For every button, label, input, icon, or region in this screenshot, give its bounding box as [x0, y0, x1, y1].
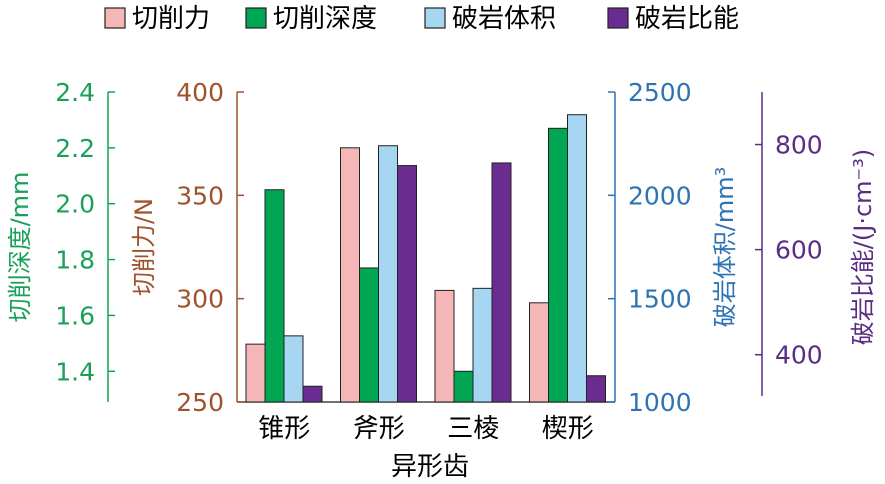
volume-tick-label: 2500 — [628, 78, 692, 107]
bar-force-2 — [434, 289, 455, 403]
volume-tick-label: 1500 — [628, 285, 692, 314]
bar-energy-0 — [302, 385, 323, 403]
force-axis-title: 切削力/N — [130, 198, 158, 296]
volume-axis-title: 破岩体积/mm³ — [711, 167, 739, 327]
legend: 切削力 切削深度 破岩体积 破岩比能 — [104, 4, 739, 34]
bar-volume-3 — [567, 114, 587, 403]
volume-tick-label: 1000 — [628, 388, 692, 417]
volume-tick-label: 2000 — [628, 181, 692, 210]
legend-swatch-1 — [245, 7, 267, 29]
legend-label-2: 破岩体积 — [452, 4, 556, 34]
depth-tick-label: 2.4 — [55, 78, 95, 107]
energy-axis-title: 破岩比能/(J·cm⁻³) — [849, 149, 877, 345]
bar-force-0 — [245, 343, 266, 403]
bar-energy-1 — [397, 165, 417, 403]
energy-tick-label: 400 — [775, 341, 823, 370]
energy-tick-label: 800 — [775, 131, 823, 160]
legend-swatch-2 — [424, 7, 446, 29]
force-tick-label: 350 — [176, 181, 224, 210]
depth-tick-label: 2.0 — [55, 190, 95, 219]
legend-swatch-0 — [104, 7, 126, 29]
legend-label-0: 切削力 — [132, 4, 210, 34]
x-axis-label: 异形齿 — [391, 452, 469, 482]
bar-depth-0 — [264, 189, 285, 403]
bar-depth-3 — [548, 127, 568, 403]
legend-swatch-3 — [607, 7, 629, 29]
x-tick-label: 斧形 — [353, 414, 405, 444]
bar-depth-1 — [359, 267, 379, 403]
bar-energy-2 — [491, 162, 512, 403]
force-tick-label: 300 — [176, 285, 224, 314]
x-tick-label: 楔形 — [542, 414, 594, 444]
x-tick-label: 三棱 — [447, 414, 499, 444]
force-tick-label: 400 — [176, 78, 224, 107]
bar-energy-3 — [586, 375, 606, 403]
depth-tick-label: 1.4 — [55, 357, 95, 386]
depth-axis-title: 切削深度/mm — [6, 172, 34, 323]
x-tick-label: 锥形 — [258, 414, 310, 444]
bar-volume-1 — [378, 145, 398, 403]
depth-tick-label: 2.2 — [55, 134, 95, 163]
energy-tick-label: 600 — [775, 236, 823, 265]
legend-label-3: 破岩比能 — [635, 4, 739, 34]
bars: 锥形 斧形 三棱 楔形 — [245, 114, 606, 444]
axes: 1.4 1.6 1.8 2.0 2.2 2.4 250 300 350 400 1000 1500 20… — [6, 78, 877, 417]
bar-force-3 — [529, 302, 549, 403]
depth-tick-label: 1.6 — [55, 301, 95, 330]
bar-force-1 — [340, 147, 360, 403]
bar-volume-0 — [283, 335, 304, 403]
bar-depth-2 — [453, 370, 474, 403]
legend-label-1: 切削深度 — [273, 4, 377, 34]
force-tick-label: 250 — [176, 388, 224, 417]
depth-tick-label: 1.8 — [55, 246, 95, 275]
bar-volume-2 — [472, 287, 493, 403]
